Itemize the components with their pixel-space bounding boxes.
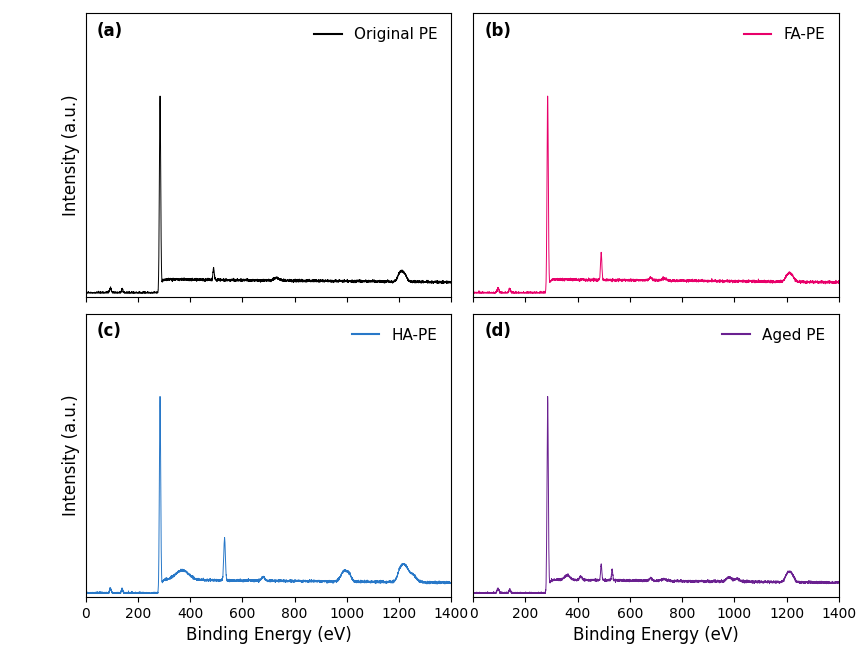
Y-axis label: Intensity (a.u.): Intensity (a.u.)	[62, 395, 80, 516]
Text: (d): (d)	[484, 322, 511, 340]
Legend: HA-PE: HA-PE	[346, 321, 443, 349]
Text: (a): (a)	[97, 22, 122, 40]
Legend: Original PE: Original PE	[308, 21, 443, 48]
Text: (c): (c)	[97, 322, 122, 340]
Legend: Aged PE: Aged PE	[716, 321, 831, 349]
Text: (b): (b)	[484, 22, 511, 40]
X-axis label: Binding Energy (eV): Binding Energy (eV)	[574, 627, 739, 644]
Legend: FA-PE: FA-PE	[738, 21, 831, 48]
Y-axis label: Intensity (a.u.): Intensity (a.u.)	[62, 95, 80, 216]
X-axis label: Binding Energy (eV): Binding Energy (eV)	[186, 627, 351, 644]
